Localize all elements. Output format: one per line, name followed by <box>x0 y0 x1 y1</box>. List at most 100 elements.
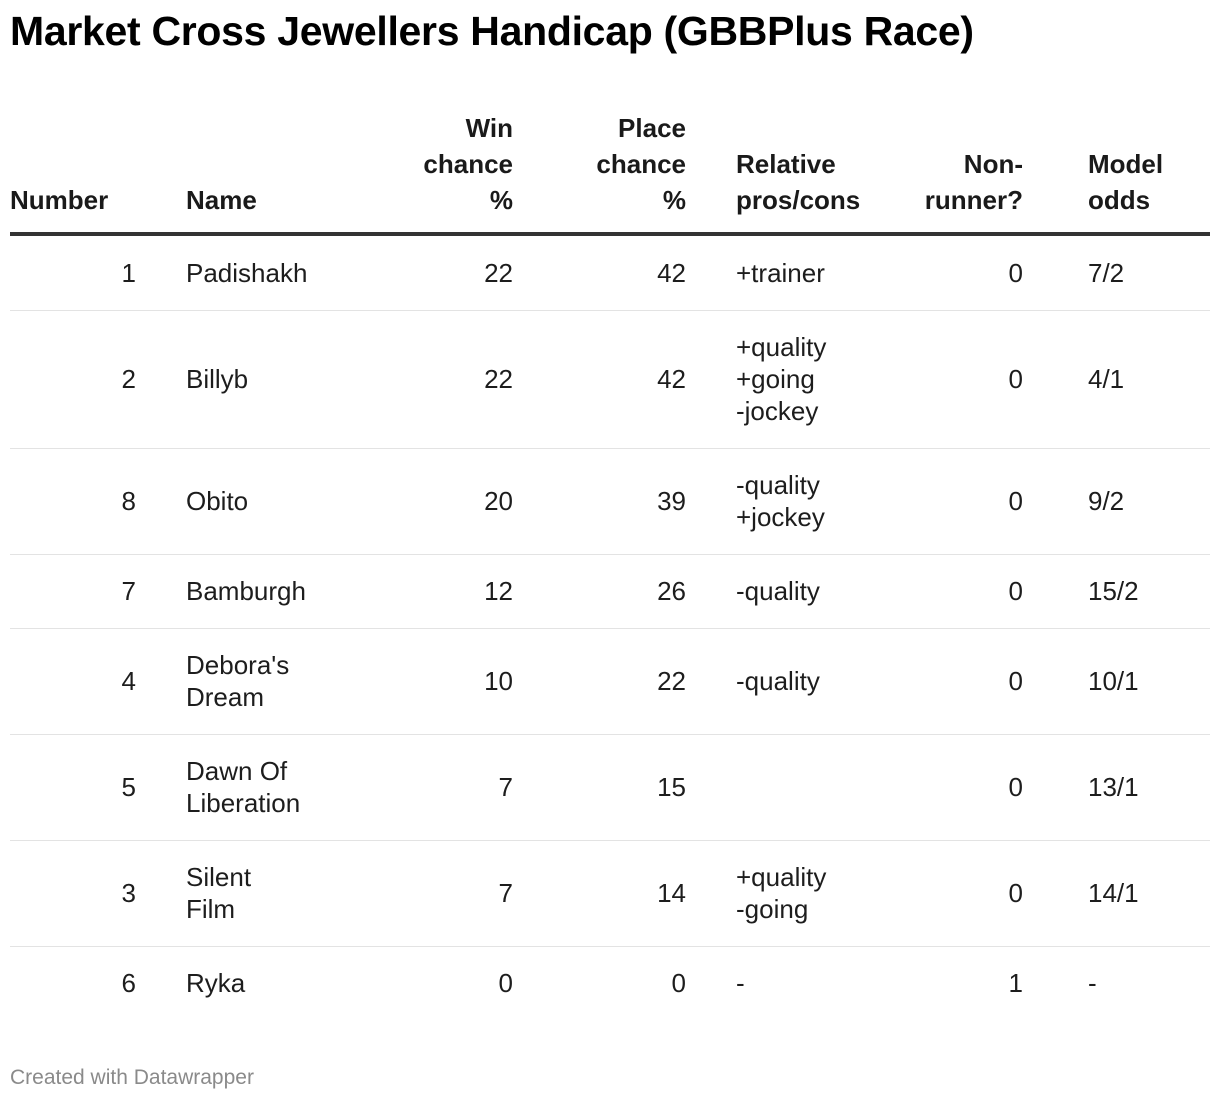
table-row: 2 Billyb 22 42 +quality +going -jockey 0 4/1 <box>10 310 1210 449</box>
cell-non-runner: 0 <box>886 448 1073 555</box>
cell-win-chance: 10 <box>348 628 513 735</box>
cell-place-chance: 42 <box>513 234 686 311</box>
cell-number: 7 <box>10 554 186 629</box>
cell-win-chance: 12 <box>348 554 513 629</box>
column-header-line: Place <box>618 113 686 143</box>
cell-relative-pros-cons: -quality <box>686 628 886 735</box>
column-header-line: chance <box>423 149 513 179</box>
table-row: 8 Obito 20 39 -quality +jockey 0 9/2 <box>10 448 1210 555</box>
cell-name: Ryka <box>186 946 348 1020</box>
column-header-line: chance <box>596 149 686 179</box>
race-table: Number Name Win chance% Place chance% Rela… <box>10 110 1210 1020</box>
column-header-line: Name <box>186 185 257 215</box>
cell-relative-pros-cons-line: +going <box>736 364 815 394</box>
column-header-non-runner[interactable]: Non-runner? <box>886 110 1073 236</box>
cell-name-line: Padishakh <box>186 257 308 288</box>
cell-place-chance: 22 <box>513 628 686 735</box>
column-header-line: odds <box>1088 185 1151 215</box>
cell-name: Billyb <box>186 310 348 449</box>
column-header-line: % <box>489 185 513 215</box>
cell-relative-pros-cons-line: +trainer <box>736 257 825 288</box>
cell-relative-pros-cons-line: -quality <box>736 576 820 606</box>
cell-name: Bamburgh <box>186 554 348 629</box>
column-header-line: Non- <box>963 149 1023 179</box>
cell-name: Dawn Of Liberation <box>186 734 348 841</box>
cell-place-chance: 15 <box>513 734 686 841</box>
cell-relative-pros-cons: -quality <box>686 554 886 629</box>
table-row: 4 Debora's Dream 10 22 -quality 0 10/1 <box>10 628 1210 735</box>
table-header-row: Number Name Win chance% Place chance% Rela… <box>10 110 1210 236</box>
cell-name-line: Obito <box>186 486 249 516</box>
cell-place-chance: 14 <box>513 840 686 947</box>
cell-win-chance: 20 <box>348 448 513 555</box>
cell-win-chance: 22 <box>348 310 513 449</box>
table-row: 1 Padishakh 22 42 +trainer 0 7/2 <box>10 234 1210 311</box>
cell-relative-pros-cons-line: -quality <box>736 470 820 500</box>
cell-number: 1 <box>10 234 186 311</box>
cell-name: Silent Film <box>186 840 348 947</box>
cell-name-line: Dream <box>186 682 265 712</box>
cell-name-line: Billyb <box>186 364 249 394</box>
table-row: 5 Dawn Of Liberation 7 15 0 13/1 <box>10 734 1210 841</box>
column-header-line: % <box>662 185 686 215</box>
cell-relative-pros-cons: - <box>686 946 886 1020</box>
cell-relative-pros-cons: -quality +jockey <box>686 448 886 555</box>
table-row: 3 Silent Film 7 14 +quality -going 0 14/1 <box>10 840 1210 947</box>
column-header-line: Model <box>1088 149 1164 179</box>
column-header-line: Relative <box>736 149 836 179</box>
cell-number: 8 <box>10 448 186 555</box>
cell-name: Debora's Dream <box>186 628 348 735</box>
cell-relative-pros-cons-line: -quality <box>736 666 820 696</box>
cell-non-runner: 0 <box>886 310 1073 449</box>
column-header-name[interactable]: Name <box>186 110 348 236</box>
column-header-number[interactable]: Number <box>10 110 186 236</box>
cell-number: 2 <box>10 310 186 449</box>
cell-model-odds: 4/1 <box>1073 310 1210 449</box>
attribution-footer[interactable]: Created with Datawrapper <box>10 1066 254 1089</box>
cell-model-odds: 7/2 <box>1073 234 1210 311</box>
cell-name-line: Liberation <box>186 788 301 818</box>
column-header-line: Number <box>10 185 109 215</box>
cell-relative-pros-cons-line: -jockey <box>736 396 819 426</box>
cell-place-chance: 39 <box>513 448 686 555</box>
cell-place-chance: 0 <box>671 968 686 999</box>
cell-model-odds: 13/1 <box>1073 734 1210 841</box>
cell-name-line: Ryka <box>186 968 246 999</box>
cell-win-chance: 7 <box>348 840 513 947</box>
cell-relative-pros-cons: +quality -going <box>686 840 886 947</box>
cell-relative-pros-cons-line: +jockey <box>736 502 825 532</box>
cell-non-runner: 0 <box>886 840 1073 947</box>
cell-relative-pros-cons-line: +quality <box>736 862 827 892</box>
cell-relative-pros-cons: +trainer <box>686 234 886 311</box>
cell-win-chance: 22 <box>348 234 513 311</box>
cell-place-chance: 26 <box>513 554 686 629</box>
cell-non-runner: 0 <box>886 554 1073 629</box>
cell-model-odds: 10/1 <box>1073 628 1210 735</box>
column-header-relative-pros-cons[interactable]: Relative pros/cons <box>686 110 886 236</box>
cell-name-line: Silent <box>186 862 252 892</box>
table-row: 7 Bamburgh 12 26 -quality 0 15/2 <box>10 554 1210 629</box>
column-header-model-odds[interactable]: Model odds <box>1073 110 1210 236</box>
cell-name-line: Dawn Of <box>186 756 288 786</box>
cell-model-odds: 15/2 <box>1073 554 1210 629</box>
cell-name: Obito <box>186 448 348 555</box>
cell-non-runner: 1 <box>1008 968 1023 999</box>
cell-model-odds: 9/2 <box>1073 448 1210 555</box>
column-header-line: Win <box>465 113 513 143</box>
cell-relative-pros-cons <box>686 734 886 841</box>
cell-name-line: Film <box>186 894 236 924</box>
column-header-place-chance[interactable]: Place chance% <box>513 110 686 236</box>
cell-name-line: Bamburgh <box>186 576 306 606</box>
column-header-win-chance[interactable]: Win chance% <box>348 110 513 236</box>
cell-name: Padishakh <box>186 234 348 311</box>
cell-number: 5 <box>10 734 186 841</box>
column-header-line: runner? <box>924 185 1023 215</box>
cell-name-line: Debora's <box>186 650 290 680</box>
cell-win-chance: 7 <box>348 734 513 841</box>
cell-non-runner: 0 <box>886 734 1073 841</box>
cell-number: 4 <box>10 628 186 735</box>
cell-relative-pros-cons-line: - <box>736 968 745 999</box>
cell-relative-pros-cons: +quality +going -jockey <box>686 310 886 449</box>
table-row: 6 Ryka 0 0 - 1 - <box>10 946 1210 1020</box>
cell-relative-pros-cons-line: -going <box>736 894 809 924</box>
